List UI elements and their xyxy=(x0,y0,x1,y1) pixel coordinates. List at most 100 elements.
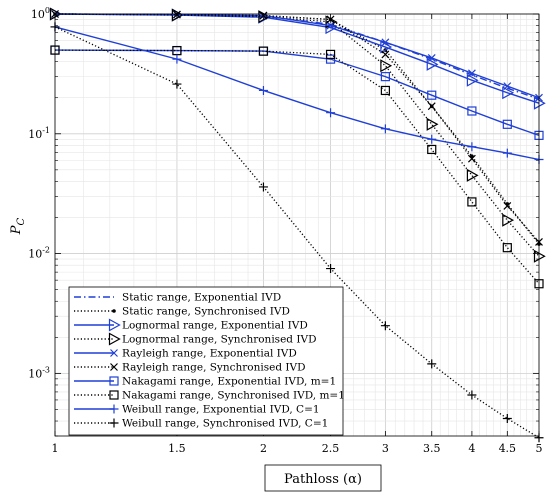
data-point xyxy=(380,85,390,96)
legend-marker xyxy=(108,318,121,332)
data-point xyxy=(466,168,479,182)
data-point xyxy=(427,53,436,62)
legend-label: Static range, Exponential IVD xyxy=(122,292,281,304)
data-point xyxy=(502,119,512,129)
series-line xyxy=(54,49,540,285)
legend-marker xyxy=(109,390,119,400)
data-point xyxy=(326,108,336,118)
data-point xyxy=(258,85,268,95)
legend-entry: Rayleigh range, Synchronised IVD xyxy=(74,362,306,374)
y-tick-label: 10-2 xyxy=(28,246,50,261)
data-point xyxy=(380,40,393,54)
legend-marker xyxy=(112,309,116,313)
legend-marker xyxy=(109,418,119,428)
data-point xyxy=(426,117,439,131)
legend-label: Nakagami range, Exponential IVD, m=1 xyxy=(122,376,336,388)
x-tick-label: 1 xyxy=(52,442,59,455)
x-tick-label: 4.5 xyxy=(499,442,517,455)
x-tick-label: 1.5 xyxy=(168,442,186,455)
y-axis-label-main: P xyxy=(9,225,24,235)
data-point xyxy=(427,102,436,111)
plot-frame xyxy=(54,13,540,437)
data-point xyxy=(427,359,437,369)
data-point xyxy=(258,46,269,56)
y-tick-labels: 10-3 10-2 10-1 100 xyxy=(28,6,50,380)
data-point xyxy=(467,142,477,152)
data-point xyxy=(172,45,182,56)
data-point xyxy=(426,57,439,71)
data-point xyxy=(502,213,515,227)
x-tick-labels: 1 1.5 2 2.5 3 3.5 4 4.5 5 xyxy=(52,442,543,455)
data-point xyxy=(502,148,512,158)
legend-label: Weibull range, Synchronised IVD, C=1 xyxy=(122,418,328,430)
data-point xyxy=(467,154,476,163)
legend-label: Lognormal range, Exponential IVD xyxy=(122,320,308,332)
data-point xyxy=(502,413,512,423)
legend-marker xyxy=(108,332,121,346)
data-point xyxy=(467,106,477,116)
x-tick-label: 2.5 xyxy=(322,442,340,455)
legend-entry: Weibull range, Synchronised IVD, C=1 xyxy=(74,418,328,430)
data-point xyxy=(380,124,390,134)
data-point xyxy=(533,96,546,110)
data-point xyxy=(325,49,336,59)
x-tick-label: 5 xyxy=(536,442,543,455)
legend-label: Weibull range, Exponential IVD, C=1 xyxy=(122,404,320,416)
data-point xyxy=(380,321,390,331)
y-axis-label-sub: C xyxy=(16,217,27,225)
legend-marker xyxy=(109,376,119,386)
legend-label: Nakagami range, Synchronised IVD, m=1 xyxy=(122,390,345,402)
x-tick-label: 3 xyxy=(382,442,389,455)
data-point xyxy=(503,201,512,210)
data-point xyxy=(502,86,515,100)
y-tick-label: 10-1 xyxy=(28,126,50,141)
legend-label: Rayleigh range, Exponential IVD xyxy=(122,348,297,360)
data-point xyxy=(173,10,181,19)
data-point xyxy=(502,243,512,253)
data-point xyxy=(467,197,477,207)
data-point xyxy=(503,82,512,91)
data-point xyxy=(427,144,437,155)
data-point xyxy=(381,38,390,47)
legend-entry: Static range, Synchronised IVD xyxy=(74,306,290,318)
legend-label: Lognormal range, Synchronised IVD xyxy=(122,334,317,346)
data-point xyxy=(259,11,268,20)
data-point xyxy=(49,7,62,21)
x-tick-label: 3.5 xyxy=(423,442,441,455)
data-point xyxy=(533,249,546,263)
y-tick-label: 100 xyxy=(31,6,50,21)
x-axis-label-text: Pathloss (α) xyxy=(284,472,362,487)
x-tick-label: 2 xyxy=(260,442,267,455)
data-point xyxy=(326,264,336,274)
legend-entry: Nakagami range, Synchronised IVD, m=1 xyxy=(74,390,345,402)
legend-marker xyxy=(110,349,118,357)
data-point xyxy=(380,72,390,82)
data-point xyxy=(258,182,268,192)
legend-entry: Lognormal range, Synchronised IVD xyxy=(74,332,317,346)
data-point xyxy=(427,90,437,100)
data-point xyxy=(172,79,182,89)
series-9 xyxy=(50,22,544,165)
legend-label: Static range, Synchronised IVD xyxy=(122,306,290,318)
series-line xyxy=(54,13,540,257)
legend: Static range, Exponential IVD Static rang… xyxy=(68,286,345,436)
data-point xyxy=(326,21,335,30)
legend-entry: Lognormal range, Exponential IVD xyxy=(74,318,308,332)
series-6 xyxy=(51,10,543,246)
series-8 xyxy=(50,45,544,289)
data-point xyxy=(467,390,477,400)
legend-entry: Weibull range, Exponential IVD, C=1 xyxy=(74,404,320,416)
x-tick-label: 4 xyxy=(468,442,475,455)
y-tick-label: 10-3 xyxy=(28,365,50,380)
y-axis-label: PC xyxy=(9,217,27,235)
data-point xyxy=(381,50,390,59)
legend-label: Rayleigh range, Synchronised IVD xyxy=(122,362,306,374)
legend-entry: Static range, Exponential IVD xyxy=(74,292,281,304)
data-point xyxy=(466,73,479,87)
data-point xyxy=(467,69,476,78)
legend-entry: Rayleigh range, Exponential IVD xyxy=(74,348,297,360)
legend-marker xyxy=(109,404,119,414)
data-point xyxy=(380,59,393,73)
data-point xyxy=(427,134,437,144)
